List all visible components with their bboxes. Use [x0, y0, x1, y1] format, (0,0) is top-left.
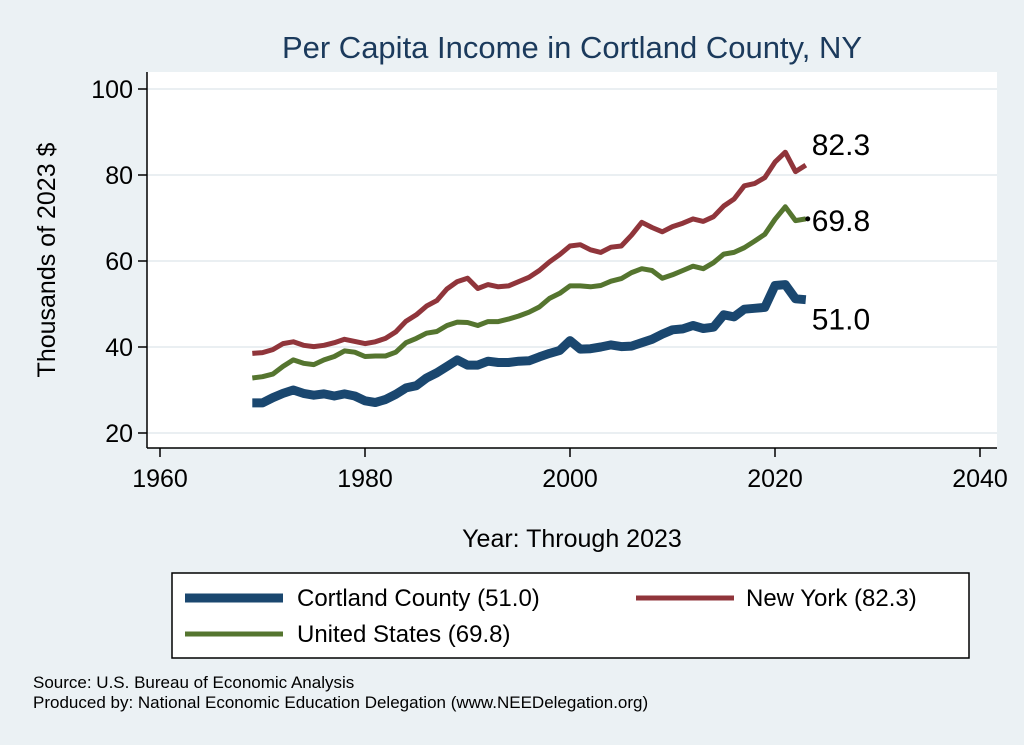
x-tick-label-2040: 2040 — [952, 465, 1008, 493]
end-label-united-states: 69.8 — [812, 205, 870, 238]
legend-label-new-york: New York (82.3) — [746, 585, 917, 612]
end-label-cortland: 51.0 — [812, 304, 870, 337]
series-line-united-states — [251, 204, 807, 381]
series-line-new-york — [252, 149, 808, 356]
y-tick-label-40: 40 — [105, 334, 133, 362]
legend-label-cortland: Cortland County (51.0) — [297, 585, 540, 612]
series-group — [251, 149, 808, 408]
series-line-cortland — [252, 280, 807, 408]
x-axis-ticks: 1960 1980 2000 2020 2040 — [132, 448, 1008, 493]
x-tick-label-1980: 1980 — [337, 465, 393, 493]
y-tick-label-20: 20 — [105, 420, 133, 448]
chart-title: Per Capita Income in Cortland County, NY — [282, 30, 862, 65]
end-label-new-york: 82.3 — [812, 129, 870, 162]
x-tick-label-2000: 2000 — [542, 465, 598, 493]
y-tick-label-100: 100 — [91, 76, 133, 104]
producer-note: Produced by: National Economic Education… — [33, 693, 649, 712]
x-tick-label-1960: 1960 — [132, 465, 188, 493]
y-tick-label-60: 60 — [105, 248, 133, 276]
end-labels: 51.0 82.3 69.8 — [805, 129, 870, 337]
y-axis-ticks: 20 40 60 80 100 — [91, 76, 147, 448]
legend-box — [171, 572, 970, 659]
x-axis-title: Year: Through 2023 — [462, 525, 682, 553]
plot-area — [147, 72, 997, 448]
end-marker-united-states — [805, 216, 811, 222]
x-tick-label-2020: 2020 — [747, 465, 803, 493]
y-axis-title: Thousands of 2023 $ — [33, 142, 61, 377]
source-note: Source: U.S. Bureau of Economic Analysis — [33, 673, 355, 692]
legend-label-united-states: United States (69.8) — [297, 621, 510, 648]
y-tick-label-80: 80 — [105, 162, 133, 190]
